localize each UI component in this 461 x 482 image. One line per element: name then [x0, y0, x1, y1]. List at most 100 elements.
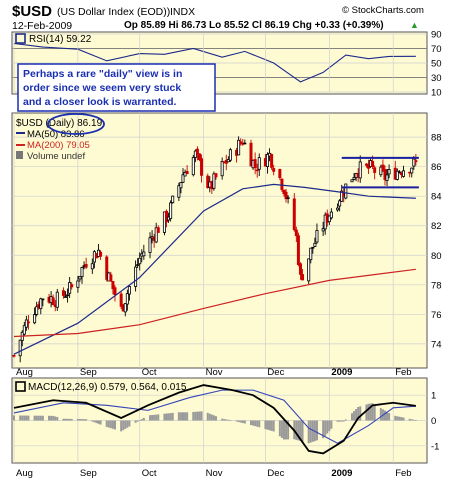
macd-histogram-bar	[181, 412, 184, 421]
candle-body	[165, 210, 169, 223]
candle-body	[280, 178, 284, 190]
copyright-label: © StockCharts.com	[342, 5, 424, 16]
macd-histogram-bar	[169, 413, 172, 421]
candle-body	[239, 141, 243, 144]
macd-histogram-bar	[365, 404, 368, 421]
macd-histogram-bar	[196, 411, 199, 421]
price-legend-volume: Volume undef	[27, 151, 85, 162]
macd-histogram-bar	[278, 420, 281, 437]
macd-histogram-bar	[192, 411, 195, 421]
candle-body	[226, 159, 230, 163]
candle-body	[12, 354, 16, 357]
macd-histogram-bar	[221, 418, 224, 421]
candle-body	[181, 174, 185, 183]
candle-body	[111, 281, 115, 290]
macd-line	[13, 384, 416, 455]
candle-body	[397, 171, 401, 174]
annotation-line-1: Perhaps a rare "daily" view is in	[23, 68, 182, 80]
price-tick-label: 74	[431, 339, 442, 350]
candle-body	[385, 174, 389, 181]
macd-histogram-bar	[151, 415, 154, 421]
macd-histogram-bar	[97, 420, 100, 424]
price-x-tick-label: Oct	[142, 367, 157, 378]
macd-histogram-bar	[241, 420, 244, 424]
candle-body	[169, 202, 173, 219]
candle-body	[200, 158, 204, 176]
macd-histogram-bar	[23, 415, 26, 421]
candle-body	[66, 294, 70, 297]
macd-histogram-bar	[353, 411, 356, 421]
macd-histogram-bar	[194, 411, 197, 421]
macd-histogram-bar	[379, 408, 382, 421]
candle-body	[414, 160, 418, 163]
macd-histogram-bar	[408, 418, 411, 421]
macd-histogram-bar	[214, 416, 217, 421]
candle-body	[243, 142, 247, 145]
macd-histogram-bar	[285, 420, 288, 440]
macd-histogram-bar	[56, 417, 59, 421]
macd-histogram-bar	[155, 414, 158, 421]
daily-highlight-ellipse	[47, 113, 105, 135]
candle-body	[315, 230, 319, 243]
macd-histogram-bar	[297, 420, 300, 441]
macd-histogram-bar	[336, 420, 339, 422]
candle-body	[381, 164, 385, 171]
candle-body	[373, 167, 377, 173]
macd-histogram-bar	[350, 413, 353, 421]
candle-body	[402, 170, 406, 177]
candle-body	[41, 298, 45, 301]
macd-histogram-bar	[153, 414, 156, 421]
macd-x-tick-label: Dec	[267, 468, 284, 479]
price-tick-label: 78	[431, 280, 442, 291]
macd-histogram-bar	[280, 420, 283, 438]
macd-histogram-bar	[109, 420, 112, 429]
macd-histogram-bar	[282, 420, 285, 440]
macd-histogram-bar	[66, 418, 69, 421]
macd-histogram-bar	[287, 420, 290, 440]
candle-body	[292, 198, 296, 231]
candle-body	[61, 290, 65, 296]
exchange-label: INDX	[170, 6, 195, 18]
macd-histogram-bar	[76, 419, 79, 421]
candle-body	[193, 150, 197, 158]
macd-histogram-bar	[412, 419, 415, 421]
macd-histogram-bar	[126, 420, 129, 428]
macd-histogram-bar	[91, 420, 94, 422]
rsi-legend: RSI(14) 59.22	[29, 34, 92, 45]
macd-histogram-bar	[85, 419, 88, 421]
chart-name: (US Dollar Index (EOD))	[57, 6, 170, 18]
macd-x-tick-label: Aug	[16, 468, 33, 479]
macd-histogram-bar	[107, 420, 110, 428]
macd-legend: MACD(12,26,9) 0.579, 0.564, 0.015	[28, 382, 187, 393]
candle-body	[171, 195, 175, 203]
macd-histogram-bar	[227, 419, 230, 421]
macd-histogram-bar	[299, 420, 302, 441]
macd-histogram-bar	[179, 412, 182, 421]
candle-body	[136, 264, 140, 266]
macd-histogram-bar	[272, 420, 275, 432]
candle-body	[220, 160, 224, 177]
price-tick-label: 82	[431, 221, 442, 232]
macd-histogram-bar	[328, 420, 331, 432]
candle-body	[26, 321, 30, 324]
candle-body	[237, 139, 241, 156]
candle-body	[68, 282, 72, 294]
macd-histogram-bar	[396, 416, 399, 421]
candle-body	[338, 200, 342, 207]
candle-body	[278, 168, 282, 179]
candle-body	[412, 158, 416, 167]
price-legend-ma200: MA(200) 79.05	[27, 140, 90, 151]
candle-body	[185, 170, 189, 175]
macd-histogram-bar	[212, 415, 215, 421]
signal-line	[13, 389, 416, 444]
macd-histogram-bar	[295, 420, 298, 440]
macd-histogram-bar	[48, 415, 51, 421]
candle-body	[109, 274, 113, 282]
macd-histogram-bar	[95, 420, 98, 424]
macd-histogram-bar	[21, 415, 24, 421]
macd-tick-label: -1	[431, 441, 439, 452]
candle-body	[255, 169, 259, 172]
candle-body	[78, 275, 82, 280]
macd-histogram-bar	[50, 415, 53, 421]
macd-histogram-bar	[33, 415, 36, 421]
